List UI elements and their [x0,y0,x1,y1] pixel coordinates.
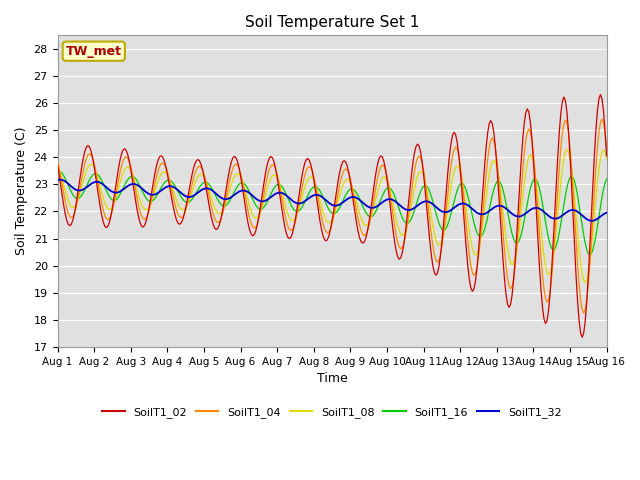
Y-axis label: Soil Temperature (C): Soil Temperature (C) [15,127,28,255]
Legend: SoilT1_02, SoilT1_04, SoilT1_08, SoilT1_16, SoilT1_32: SoilT1_02, SoilT1_04, SoilT1_08, SoilT1_… [98,402,566,422]
Text: TW_met: TW_met [66,45,122,58]
Title: Soil Temperature Set 1: Soil Temperature Set 1 [245,15,419,30]
X-axis label: Time: Time [317,372,348,385]
